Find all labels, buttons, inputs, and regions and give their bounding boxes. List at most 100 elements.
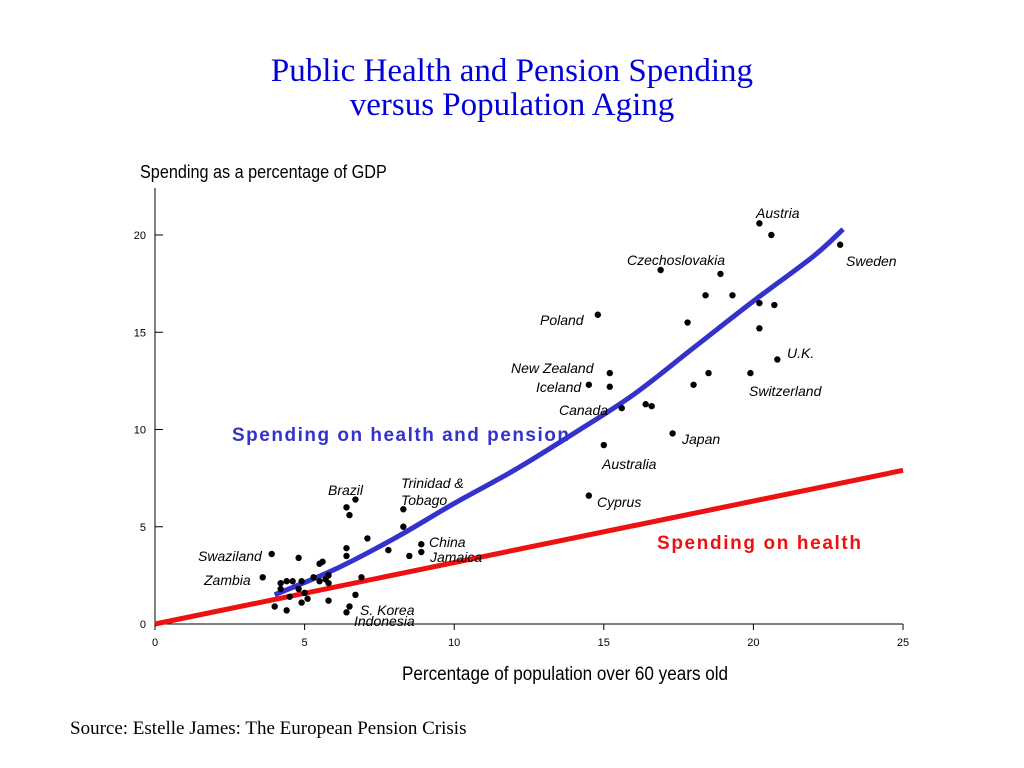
data-point <box>585 492 593 499</box>
source-note: Source: Estelle James: The European Pens… <box>70 718 467 739</box>
country-label: Sweden <box>846 253 897 269</box>
chart-title: Public Health and Pension Spending versu… <box>0 54 1024 122</box>
data-point <box>259 574 266 581</box>
x-tick-label: 5 <box>302 637 308 649</box>
country-label: Jamaica <box>429 549 482 565</box>
data-point <box>747 369 754 377</box>
data-point <box>600 441 607 449</box>
health-series-label: Spending on health <box>657 533 861 554</box>
country-label: Swaziland <box>198 548 263 564</box>
data-point <box>325 597 332 604</box>
data-point <box>756 325 763 332</box>
data-point <box>705 369 712 377</box>
data-point <box>343 504 350 511</box>
data-point <box>283 607 290 614</box>
data-point <box>684 319 691 326</box>
data-point <box>346 603 353 610</box>
data-point <box>325 579 332 587</box>
data-point <box>352 591 359 599</box>
health-spending-line <box>154 467 904 627</box>
y-tick-label: 5 <box>140 522 146 534</box>
y-tick-label: 15 <box>134 327 146 339</box>
data-point <box>418 548 425 556</box>
data-point <box>717 270 724 278</box>
data-point <box>346 511 353 519</box>
health-pension-spending-curve <box>273 227 845 598</box>
chart-title-line-2: versus Population Aging <box>349 87 675 123</box>
data-point <box>358 574 365 581</box>
data-point <box>771 301 778 309</box>
data-point <box>316 578 323 585</box>
data-point <box>289 578 296 585</box>
data-point <box>406 552 413 560</box>
chart-title-line-1: Public Health and Pension Spending <box>270 53 754 89</box>
data-point <box>657 266 664 274</box>
y-tick-label: 20 <box>134 230 146 242</box>
x-tick-label: 0 <box>152 637 158 649</box>
data-point <box>690 381 697 388</box>
data-point <box>642 401 649 408</box>
data-point <box>400 506 407 513</box>
data-point <box>729 292 736 299</box>
data-point <box>594 311 602 318</box>
country-label: Trinidad & <box>401 475 464 491</box>
x-tick-label: 20 <box>747 637 759 649</box>
country-label: Poland <box>540 312 585 328</box>
data-point <box>277 585 284 593</box>
country-label: Iceland <box>536 379 582 395</box>
data-point <box>286 593 293 600</box>
data-point <box>325 572 332 579</box>
data-point <box>304 595 311 602</box>
data-point <box>271 603 278 610</box>
country-label: Tobago <box>401 492 447 508</box>
country-label: Australia <box>601 456 657 472</box>
data-point <box>283 578 290 585</box>
data-point <box>301 589 308 597</box>
data-point <box>343 544 350 552</box>
data-point <box>316 560 323 567</box>
x-tick-label: 25 <box>897 637 909 649</box>
data-point <box>702 292 709 299</box>
country-label: Canada <box>559 402 608 418</box>
data-point <box>400 523 407 530</box>
country-label: U.K. <box>787 345 814 361</box>
data-point <box>669 430 676 437</box>
data-point <box>343 552 350 560</box>
health-pension-series-label: Spending on health and pension <box>232 425 569 446</box>
data-point <box>295 585 302 593</box>
data-point <box>352 496 359 503</box>
country-label: Cyprus <box>597 494 641 510</box>
x-tick-label: 15 <box>598 637 610 649</box>
data-point <box>385 546 392 554</box>
y-axis-label: Spending as a percentage of GDP <box>140 162 387 182</box>
country-label: S. Korea <box>360 602 415 618</box>
data-point <box>756 299 763 307</box>
data-point <box>756 220 763 227</box>
y-tick-label: 10 <box>134 425 146 437</box>
data-point <box>343 609 350 616</box>
country-label: Czechoslovakia <box>627 252 725 268</box>
data-point <box>268 550 275 558</box>
x-axis-label: Percentage of population over 60 years o… <box>402 664 729 685</box>
x-tick-label: 10 <box>448 637 460 649</box>
country-label: Austria <box>755 205 800 221</box>
data-point <box>606 369 613 377</box>
data-point <box>606 383 613 390</box>
data-point <box>298 578 305 585</box>
data-point <box>364 535 371 542</box>
country-label: Zambia <box>203 572 251 588</box>
data-point <box>618 404 625 412</box>
country-label: China <box>429 534 466 550</box>
y-tick-label: 0 <box>140 619 146 631</box>
data-point <box>836 241 844 248</box>
country-label: Japan <box>681 431 720 447</box>
data-point <box>418 541 425 548</box>
data-point <box>768 231 775 239</box>
country-label: Switzerland <box>749 383 823 399</box>
data-point <box>298 599 305 606</box>
country-label: Indonesia <box>354 613 415 629</box>
data-point <box>277 579 284 587</box>
country-label: New Zealand <box>511 360 595 376</box>
data-point <box>648 402 655 410</box>
